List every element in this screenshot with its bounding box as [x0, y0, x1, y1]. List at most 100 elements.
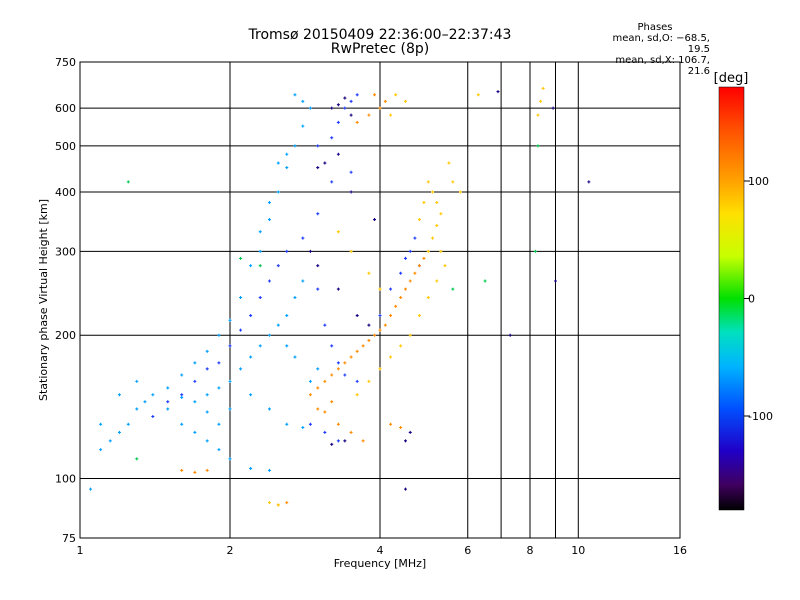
data-point [439, 212, 443, 216]
data-point [426, 249, 430, 253]
data-point [249, 393, 253, 397]
data-point [378, 367, 382, 371]
data-point [228, 457, 232, 461]
data-point [258, 344, 262, 348]
x-tick-label: 8 [527, 544, 534, 557]
data-point [336, 422, 340, 426]
data-point [330, 344, 334, 348]
data-point [316, 367, 320, 371]
data-point [99, 422, 103, 426]
data-point [378, 328, 382, 332]
data-point [389, 287, 393, 291]
colorbar-label: [deg] [714, 71, 749, 86]
data-point [417, 218, 421, 222]
data-point [408, 279, 412, 283]
data-point [205, 410, 209, 414]
x-tick-label: 10 [571, 544, 585, 557]
data-point [249, 264, 253, 268]
data-point [193, 400, 197, 404]
chart-subtitle: RwPretec (8p) [330, 41, 430, 57]
data-point [508, 333, 512, 337]
data-point [180, 468, 184, 472]
data-point [367, 379, 371, 383]
colorbar-tick-label: 0 [748, 293, 755, 306]
data-point [349, 99, 353, 103]
data-point [308, 106, 312, 110]
data-point [394, 304, 398, 308]
data-point [403, 439, 407, 443]
data-point [301, 124, 305, 128]
data-point [323, 430, 327, 434]
data-point [336, 439, 340, 443]
data-point [367, 338, 371, 342]
data-point [336, 287, 340, 291]
data-point [443, 264, 447, 268]
data-point [426, 296, 430, 300]
data-point [308, 393, 312, 397]
data-point [349, 249, 353, 253]
data-point [308, 422, 312, 426]
data-point [349, 170, 353, 174]
data-point [403, 256, 407, 260]
data-point [193, 430, 197, 434]
plot-frame [79, 61, 681, 539]
data-point [205, 468, 209, 472]
data-point [451, 180, 455, 184]
data-point [308, 379, 312, 383]
stats-x-mode: mean, sd,X: 106.7, 21.6 [615, 55, 710, 77]
data-point [135, 407, 139, 411]
data-point [249, 355, 253, 359]
data-point [285, 166, 289, 170]
data-point [228, 379, 232, 383]
data-point [301, 99, 305, 103]
data-point [258, 296, 262, 300]
data-point [316, 166, 320, 170]
data-point [330, 442, 334, 446]
data-point [435, 279, 439, 283]
data-point [267, 218, 271, 222]
data-point [355, 379, 359, 383]
phase-stats: Phases mean, sd,O: −68.5, 19.5 mean, sd,… [600, 22, 710, 77]
data-point [417, 264, 421, 268]
data-point [373, 218, 377, 222]
data-point [399, 425, 403, 429]
data-point [389, 355, 393, 359]
data-point [267, 201, 271, 205]
data-point [336, 230, 340, 234]
data-point [193, 361, 197, 365]
data-point [389, 314, 393, 318]
data-point [435, 201, 439, 205]
data-point [483, 279, 487, 283]
data-point [349, 113, 353, 117]
data-point [343, 106, 347, 110]
data-point [316, 264, 320, 268]
data-point [258, 230, 262, 234]
data-point [361, 344, 365, 348]
y-tick-label: 200 [55, 329, 76, 342]
data-point [143, 400, 147, 404]
data-point [239, 296, 243, 300]
data-point [349, 190, 353, 194]
data-point [408, 249, 412, 253]
data-point [383, 323, 387, 327]
data-point [539, 99, 543, 103]
data-point [399, 271, 403, 275]
data-point [285, 422, 289, 426]
data-point [389, 422, 393, 426]
data-point [205, 393, 209, 397]
data-point [399, 296, 403, 300]
data-point [193, 470, 197, 474]
data-point [367, 271, 371, 275]
y-tick-label: 100 [55, 473, 76, 486]
x-axis-label: Frequency [MHz] [334, 557, 426, 570]
colorbar-tick-label: 100 [748, 175, 769, 188]
data-point [228, 344, 232, 348]
data-point [301, 425, 305, 429]
data-point [180, 373, 184, 377]
data-point [293, 296, 297, 300]
data-point [403, 99, 407, 103]
data-point [228, 318, 232, 322]
data-point [355, 393, 359, 397]
data-point [301, 279, 305, 283]
data-point [458, 190, 462, 194]
